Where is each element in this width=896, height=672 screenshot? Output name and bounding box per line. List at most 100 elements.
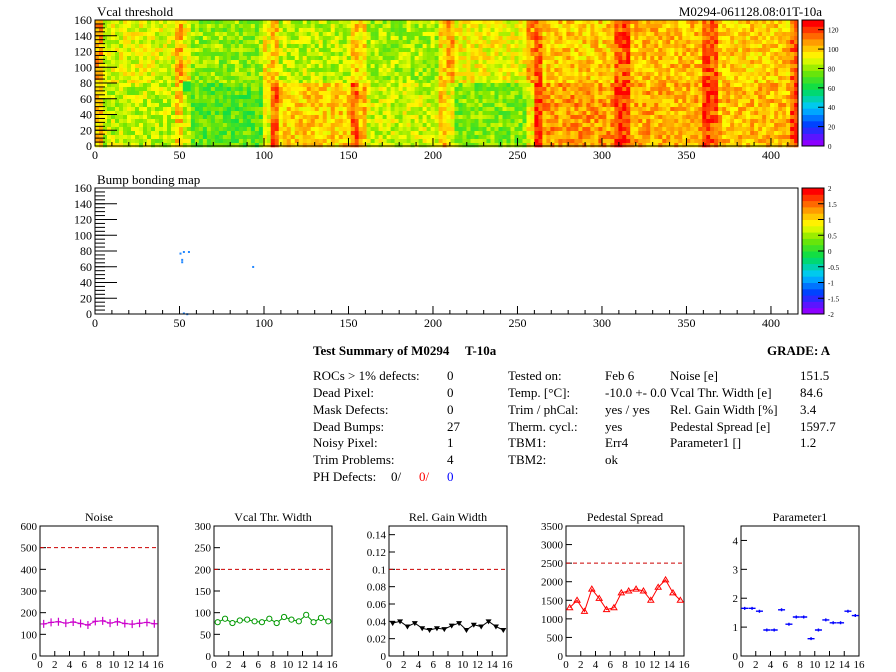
heatmap-cell (159, 64, 164, 69)
heatmap-cell (386, 103, 391, 108)
heatmap-cell (534, 103, 539, 108)
heatmap-cell (322, 103, 328, 108)
heatmap-cell (534, 48, 539, 53)
heatmap-cell (426, 56, 431, 61)
heatmap-cell (586, 95, 591, 100)
heatmap-cell (226, 64, 232, 69)
heatmap-cell (770, 64, 775, 69)
heatmap-cell (218, 48, 224, 53)
heatmap-cell (238, 111, 244, 116)
heatmap-cell (470, 40, 475, 45)
heatmap-cell (454, 127, 459, 132)
heatmap-cell (202, 72, 208, 77)
heatmap-cell (734, 28, 739, 33)
heatmap-cell (570, 99, 575, 104)
heatmap-cell (234, 48, 240, 53)
heatmap-cell (318, 99, 324, 104)
heatmap-cell (278, 20, 284, 25)
heatmap-cell (278, 56, 284, 61)
heatmap-cell (322, 60, 328, 65)
heatmap-cell (234, 40, 240, 45)
heatmap-cell (626, 32, 631, 37)
heatmap-cell (294, 103, 300, 108)
heatmap-cell (606, 135, 611, 140)
heatmap-cell (119, 68, 124, 73)
heatmap-cell (139, 64, 144, 69)
heatmap-cell (502, 24, 507, 29)
heatmap-cell (482, 44, 487, 49)
heatmap-cell (163, 72, 168, 77)
heatmap-cell (346, 44, 352, 49)
heatmap-cell (147, 115, 152, 120)
heatmap-cell (406, 48, 411, 53)
heatmap-cell (558, 68, 563, 73)
heatmap-cell (322, 72, 328, 77)
heatmap-cell (754, 68, 759, 73)
heatmap-cell (554, 91, 559, 96)
heatmap-cell (238, 20, 244, 25)
heatmap-cell (638, 64, 643, 69)
heatmap-cell (123, 76, 128, 81)
heatmap-cell (698, 48, 703, 53)
heatmap-cell (494, 99, 499, 104)
heatmap-cell (222, 40, 228, 45)
heatmap-cell (486, 68, 491, 73)
heatmap-cell (382, 127, 387, 132)
heatmap-cell (366, 91, 371, 96)
heatmap-cell (226, 95, 232, 100)
heatmap-cell (135, 127, 140, 132)
heatmap-cell (562, 119, 567, 124)
heatmap-cell (151, 60, 156, 65)
heatmap-cell (266, 119, 272, 124)
heatmap-cell (414, 131, 419, 136)
heatmap-cell (490, 52, 495, 57)
heatmap-cell (454, 139, 459, 144)
heatmap-cell (414, 32, 419, 37)
heatmap-cell (238, 95, 244, 100)
heatmap-cell (566, 20, 571, 25)
heatmap-cell (342, 95, 348, 100)
heatmap-cell (214, 111, 220, 116)
heatmap-cell (430, 87, 435, 92)
heatmap-cell (218, 76, 224, 81)
heatmap-cell (123, 119, 128, 124)
heatmap-cell (310, 80, 316, 85)
heatmap-cell (718, 56, 723, 61)
heatmap-cell (167, 135, 172, 140)
heatmap-cell (302, 119, 308, 124)
heatmap-cell (286, 115, 292, 120)
heatmap-cell (526, 28, 531, 33)
heatmap-cell (139, 20, 144, 25)
heatmap-cell (171, 64, 176, 69)
heatmap-cell (398, 111, 403, 116)
heatmap-cell (622, 76, 627, 81)
heatmap-cell (686, 87, 691, 92)
heatmap-cell (558, 123, 563, 128)
heatmap-cell (642, 44, 647, 49)
heatmap-cell (135, 91, 140, 96)
heatmap-cell (163, 40, 168, 45)
heatmap-cell (390, 64, 395, 69)
heatmap-cell (131, 32, 136, 37)
heatmap-cell (558, 40, 563, 45)
heatmap-cell (714, 28, 719, 33)
heatmap-cell (95, 115, 100, 120)
heatmap-cell (290, 28, 296, 33)
heatmap-cell (450, 111, 455, 116)
heatmap-cell (206, 64, 212, 69)
heatmap-cell (618, 68, 623, 73)
heatmap-cell (390, 99, 395, 104)
heatmap-cell (534, 20, 539, 25)
heatmap-cell (502, 83, 507, 88)
heatmap-cell (522, 24, 527, 29)
heatmap-cell (246, 131, 252, 136)
heatmap-cell (610, 20, 615, 25)
heatmap-cell (414, 139, 419, 144)
heatmap-cell (490, 44, 495, 49)
heatmap-cell (650, 48, 655, 53)
heatmap-cell (194, 36, 200, 41)
heatmap-cell (590, 107, 595, 112)
heatmap-cell (250, 44, 256, 49)
heatmap-cell (622, 56, 627, 61)
heatmap-cell (718, 24, 723, 29)
